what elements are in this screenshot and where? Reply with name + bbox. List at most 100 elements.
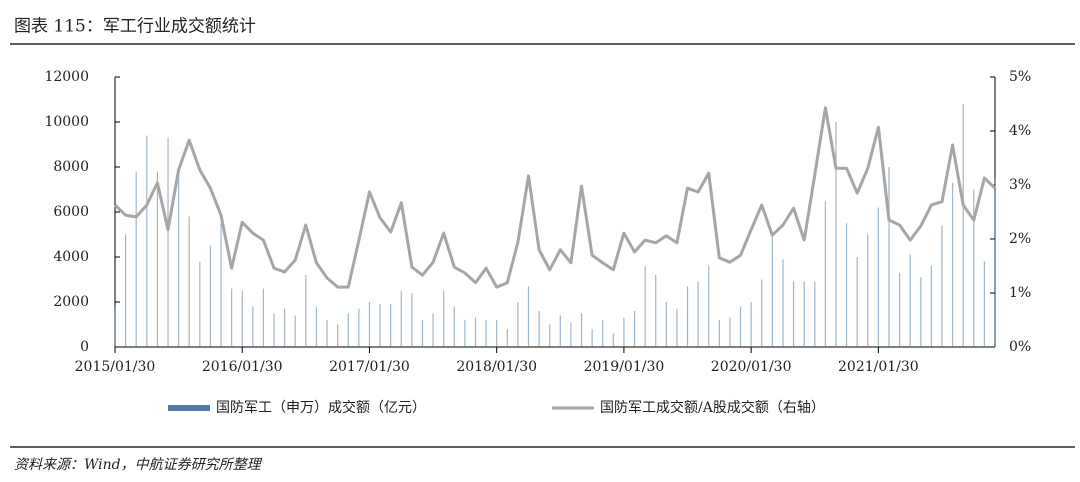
bar: [443, 290, 445, 347]
x-tick-label: 2016/01/30: [202, 359, 283, 375]
bar: [209, 245, 212, 347]
source-note: 资料来源：Wind，中航证券研究所整理: [14, 457, 263, 473]
x-tick-label: 2019/01/30: [584, 359, 665, 375]
bar: [135, 171, 137, 347]
y2-tick-label: 1%: [1009, 285, 1031, 301]
bar: [665, 302, 667, 347]
bar: [856, 257, 858, 347]
legend-label: 国防军工成交额/A股成交额（右轴）: [600, 399, 825, 416]
bar: [178, 171, 180, 347]
y-tick-label: 6000: [53, 204, 89, 220]
bar: [655, 275, 657, 347]
x-tick-label: 2018/01/30: [456, 359, 537, 375]
legend-swatch: [168, 405, 210, 411]
bar: [951, 182, 954, 347]
bar: [231, 288, 233, 347]
bar: [379, 304, 381, 347]
bar: [220, 223, 222, 347]
bar: [941, 225, 943, 347]
bar: [920, 277, 922, 347]
bar: [146, 135, 148, 347]
bar: [877, 207, 879, 347]
bar: [782, 259, 784, 347]
bar: [167, 137, 169, 347]
bar: [188, 216, 190, 347]
bar: [400, 290, 402, 347]
bar: [845, 223, 848, 347]
y2-tick-label: 0%: [1009, 339, 1031, 355]
bar: [644, 266, 646, 347]
bar: [792, 281, 795, 347]
bar: [708, 266, 710, 347]
bar: [739, 306, 742, 347]
bar: [156, 171, 159, 347]
bar: [474, 317, 477, 347]
bar: [262, 288, 265, 347]
bar: [888, 167, 890, 347]
bar: [464, 320, 466, 347]
bar: [718, 320, 720, 347]
bar: [337, 324, 339, 347]
bar: [686, 286, 689, 347]
bar: [909, 254, 911, 347]
bar: [973, 189, 975, 347]
bar: [930, 266, 932, 347]
bar: [750, 302, 752, 347]
bar: [252, 306, 254, 347]
bar: [697, 281, 699, 347]
bar: [421, 320, 424, 347]
bar: [867, 234, 869, 347]
bar: [284, 308, 286, 347]
bar: [273, 313, 275, 347]
bar: [453, 306, 455, 347]
y-tick-label: 12000: [44, 69, 89, 85]
bar: [824, 200, 826, 347]
bar: [633, 311, 636, 347]
bar: [549, 324, 551, 347]
x-tick-label: 2015/01/30: [75, 359, 156, 375]
bar: [485, 320, 487, 347]
line-series: [113, 106, 997, 289]
bar: [612, 333, 614, 347]
bar: [729, 317, 731, 347]
y-tick-label: 0: [80, 339, 89, 355]
bar: [580, 313, 583, 347]
bar: [771, 232, 773, 347]
bar: [835, 122, 837, 347]
y2-tick-label: 4%: [1009, 123, 1031, 139]
bar: [496, 320, 498, 347]
y-tick-label: 4000: [53, 249, 89, 265]
bar: [983, 261, 985, 347]
bar: [315, 306, 318, 347]
bar: [994, 178, 996, 347]
bar: [432, 313, 434, 347]
bar: [538, 311, 540, 347]
bar: [199, 261, 201, 347]
legend-label: 国防军工（申万）成交额（亿元）: [216, 399, 426, 416]
y2-tick-label: 5%: [1009, 69, 1031, 85]
bar: [411, 293, 413, 347]
x-tick-label: 2021/01/30: [838, 359, 919, 375]
bar: [962, 104, 964, 347]
bar: [326, 320, 328, 347]
y-tick-label: 2000: [53, 294, 89, 310]
bar: [368, 302, 371, 347]
bar: [390, 304, 392, 347]
bar: [294, 315, 296, 347]
x-tick-label: 2020/01/30: [711, 359, 792, 375]
y-tick-label: 8000: [53, 159, 89, 175]
y2-tick-label: 2%: [1009, 231, 1031, 247]
bar: [602, 320, 604, 347]
bar: [506, 329, 508, 347]
bar: [761, 279, 763, 347]
bar: [898, 272, 901, 347]
x-tick-label: 2017/01/30: [329, 359, 410, 375]
bar: [305, 275, 307, 347]
y2-tick-label: 3%: [1009, 177, 1031, 193]
y-tick-label: 10000: [44, 114, 89, 130]
bar: [570, 322, 572, 347]
bar: [559, 315, 561, 347]
bar: [623, 317, 625, 347]
bar: [241, 290, 243, 347]
